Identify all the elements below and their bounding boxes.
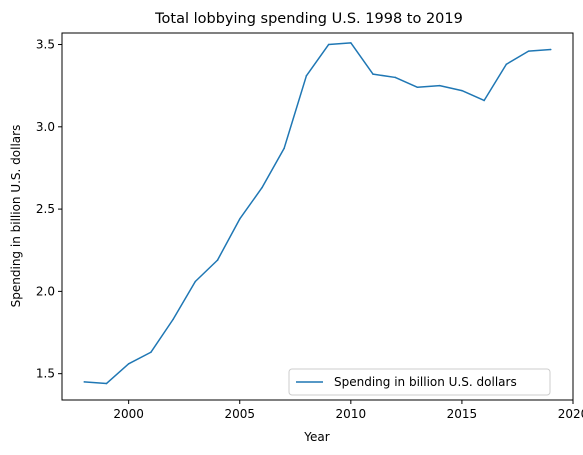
data-point [350, 42, 352, 44]
x-tick-label: 2005 [224, 407, 255, 421]
data-point [127, 363, 130, 365]
x-tick-label: 2020 [558, 407, 583, 421]
y-tick-label: 1.5 [36, 367, 55, 381]
data-point [105, 382, 108, 385]
y-tick-label: 2.5 [36, 202, 55, 216]
data-point [416, 86, 419, 89]
x-axis-label: Year [303, 430, 329, 444]
y-tick-label: 3.0 [36, 120, 55, 134]
y-axis-label: Spending in billion U.S. dollars [9, 125, 23, 308]
data-point [550, 48, 552, 51]
legend-label: Spending in billion U.S. dollars [334, 375, 517, 389]
legend: Spending in billion U.S. dollars [288, 368, 551, 396]
data-point [238, 218, 241, 220]
data-point [483, 99, 485, 102]
y-axis-ticks: 1.5 2.0 2.5 3.0 3.5 [36, 38, 62, 381]
plot-frame [61, 32, 574, 401]
legend-box [288, 368, 551, 396]
data-point [372, 73, 374, 75]
data-point [438, 84, 441, 87]
data-point [83, 381, 85, 383]
data-point [172, 318, 174, 321]
data-point [194, 280, 197, 283]
data-point [461, 89, 463, 92]
data-point [216, 259, 219, 261]
x-tick-label: 2000 [113, 407, 144, 421]
data-point [305, 75, 308, 77]
y-tick-label: 3.5 [36, 38, 55, 52]
x-tick-label: 2015 [447, 407, 478, 421]
data-point [394, 76, 397, 79]
data-point [505, 63, 508, 66]
data-point [150, 351, 152, 354]
data-point [261, 186, 263, 189]
x-tick-label: 2010 [336, 407, 367, 421]
data-point [527, 50, 530, 52]
x-axis-ticks: 2000 2005 2010 2015 2020 [113, 400, 583, 421]
series-line [84, 42, 551, 385]
plot-lines [83, 42, 552, 385]
data-point [283, 147, 285, 149]
y-tick-label: 2.0 [36, 284, 55, 298]
chart-title: Total lobbying spending U.S. 1998 to 201… [154, 11, 463, 27]
data-point [327, 43, 330, 46]
